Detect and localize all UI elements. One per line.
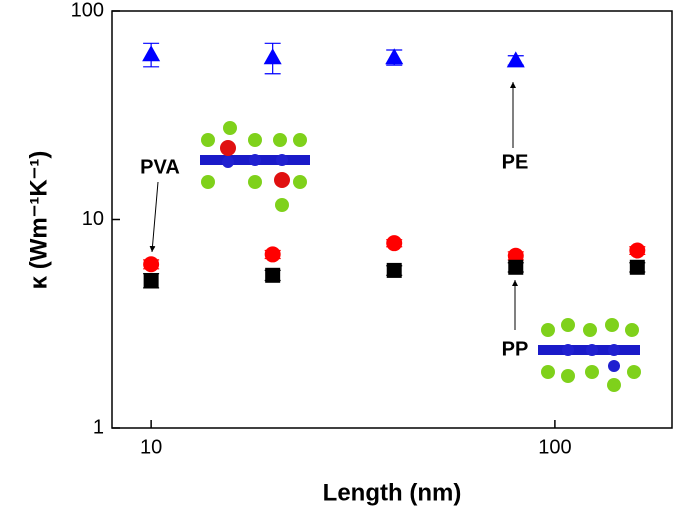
point	[629, 242, 646, 259]
point	[386, 235, 403, 252]
y-tick-label: 10	[82, 208, 104, 230]
annotation: PE	[502, 151, 529, 173]
point	[264, 246, 281, 263]
point	[143, 272, 159, 288]
point	[143, 256, 160, 273]
point	[265, 267, 281, 283]
x-axis-title: Length (nm)	[323, 479, 462, 506]
point	[508, 259, 524, 275]
annotation: PP	[502, 338, 529, 360]
molecule-pp	[538, 318, 641, 392]
arrow	[149, 181, 159, 253]
point	[629, 259, 645, 275]
molecule-pva	[200, 121, 310, 212]
y-axis-title: κ (Wm⁻¹K⁻¹)	[25, 151, 52, 290]
point	[142, 45, 161, 62]
point	[263, 48, 282, 65]
point	[385, 48, 404, 65]
plot-frame	[111, 10, 673, 429]
point	[506, 51, 525, 68]
x-tick-label: 10	[140, 436, 162, 458]
annotation: PVA	[140, 156, 180, 178]
point	[507, 247, 524, 264]
y-tick-label: 100	[71, 0, 104, 21]
y-tick-label: 1	[93, 416, 104, 438]
x-tick-label: 100	[538, 436, 571, 458]
point	[386, 262, 402, 278]
